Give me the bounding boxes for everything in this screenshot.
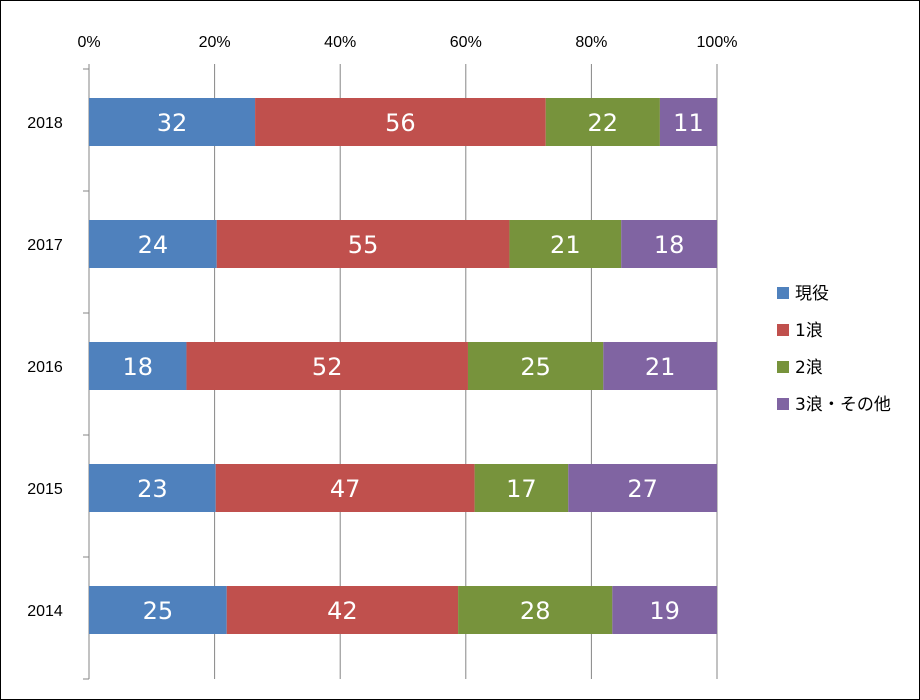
data-label: 24	[138, 231, 169, 259]
data-label: 42	[327, 597, 358, 625]
legend-label: 2浪	[795, 358, 823, 378]
legend-swatch	[777, 361, 789, 373]
data-label: 27	[627, 475, 658, 503]
bar-segment	[226, 586, 459, 634]
category-label: 2016	[27, 359, 63, 376]
category-label: 2017	[27, 237, 63, 254]
bar-segment	[568, 464, 717, 512]
bar-segment	[89, 98, 256, 146]
data-labels: 32 56 22 11 24 55 21 18 18 52 25 21 23 47 17 27 25 42 28 19	[122, 109, 703, 625]
bar-segment	[659, 98, 717, 146]
bar-segment	[458, 586, 613, 634]
x-tick-label: 0%	[77, 34, 100, 51]
bar-segment	[186, 342, 468, 390]
data-label: 28	[520, 597, 551, 625]
x-tick-label: 80%	[575, 34, 607, 51]
bars	[89, 98, 717, 634]
x-tick-label: 40%	[324, 34, 356, 51]
bar-segment	[89, 464, 216, 512]
bar-segment	[545, 98, 660, 146]
legend-swatch	[777, 287, 789, 299]
legend-label: 3浪・その他	[795, 395, 891, 415]
bar-segment	[89, 586, 227, 634]
data-label: 23	[137, 475, 168, 503]
data-label: 25	[143, 597, 174, 625]
data-label: 11	[673, 109, 704, 137]
category-label: 2015	[27, 481, 63, 498]
axes: 0% 20% 40% 60% 80% 100% 2018 2017 2016 2015 2014	[27, 34, 738, 680]
bar-segment	[216, 220, 510, 268]
data-label: 21	[645, 353, 676, 381]
data-label: 25	[520, 353, 551, 381]
legend: 現役 1浪 2浪 3浪・その他	[777, 284, 891, 415]
data-label: 22	[588, 109, 619, 137]
x-tick-label: 100%	[697, 34, 738, 51]
legend-swatch	[777, 398, 789, 410]
bar-segment	[467, 342, 604, 390]
data-label: 47	[330, 475, 361, 503]
data-label: 52	[312, 353, 343, 381]
bar-segment	[612, 586, 717, 634]
data-label: 18	[654, 231, 685, 259]
category-label: 2014	[27, 603, 63, 620]
x-tick-label: 20%	[199, 34, 231, 51]
data-label: 17	[506, 475, 537, 503]
bar-segment	[89, 342, 187, 390]
x-tick-label: 60%	[450, 34, 482, 51]
category-label: 2018	[27, 115, 63, 132]
data-label: 18	[122, 353, 153, 381]
bar-segment	[215, 464, 475, 512]
bar-segment	[89, 220, 217, 268]
bar-segment	[255, 98, 546, 146]
legend-label: 1浪	[795, 321, 823, 341]
bar-segment	[509, 220, 622, 268]
data-label: 21	[550, 231, 581, 259]
bar-segment	[621, 220, 717, 268]
legend-label: 現役	[795, 284, 829, 304]
bar-segment	[603, 342, 717, 390]
data-label: 32	[157, 109, 188, 137]
data-label: 19	[649, 597, 680, 625]
bar-segment	[474, 464, 569, 512]
data-label: 56	[385, 109, 416, 137]
data-label: 55	[348, 231, 379, 259]
legend-swatch	[777, 324, 789, 336]
